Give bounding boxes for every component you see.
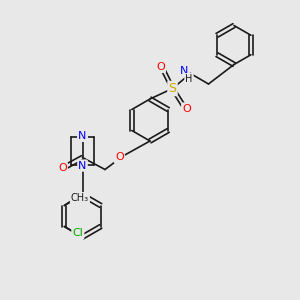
Text: N: N [78,130,87,140]
Text: O: O [58,163,67,173]
Text: O: O [156,62,165,72]
Text: N: N [78,160,87,171]
Text: O: O [115,152,124,163]
Text: Cl: Cl [72,228,83,239]
Text: N: N [180,66,188,76]
Text: N: N [78,131,87,141]
Text: S: S [169,82,176,95]
Text: O: O [182,103,191,114]
Text: CH₃: CH₃ [71,193,89,203]
Text: H: H [185,74,193,84]
